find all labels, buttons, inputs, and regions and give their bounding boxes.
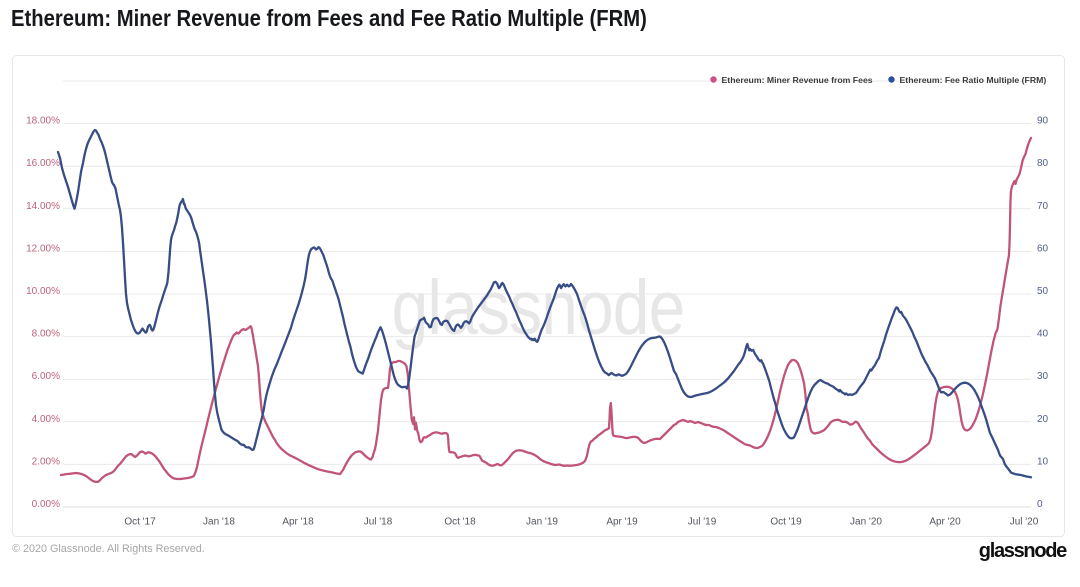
svg-text:Jan '18: Jan '18 [203,517,235,528]
svg-text:Oct '19: Oct '19 [770,517,802,528]
svg-text:2.00%: 2.00% [32,456,60,467]
svg-text:0.00%: 0.00% [32,499,60,510]
svg-text:Apr '20: Apr '20 [929,517,961,528]
svg-text:10: 10 [1037,456,1049,467]
svg-text:60: 60 [1037,243,1049,254]
svg-text:8.00%: 8.00% [32,329,60,340]
svg-text:14.00%: 14.00% [26,201,60,212]
svg-text:12.00%: 12.00% [26,243,60,254]
svg-text:30: 30 [1037,371,1049,382]
svg-text:90: 90 [1037,116,1049,127]
svg-text:16.00%: 16.00% [26,158,60,169]
svg-text:Oct '18: Oct '18 [444,517,476,528]
svg-text:18.00%: 18.00% [26,116,60,127]
svg-text:10.00%: 10.00% [26,286,60,297]
svg-text:70: 70 [1037,201,1049,212]
svg-text:Jan '19: Jan '19 [526,517,558,528]
svg-text:Ethereum: Fee Ratio Multiple (: Ethereum: Fee Ratio Multiple (FRM) [900,75,1047,85]
svg-text:40: 40 [1037,329,1049,340]
svg-text:Apr '19: Apr '19 [606,517,638,528]
svg-text:Jul '19: Jul '19 [688,517,717,528]
svg-text:50: 50 [1037,286,1049,297]
svg-text:6.00%: 6.00% [32,371,60,382]
svg-text:20: 20 [1037,414,1049,425]
svg-text:Jul '18: Jul '18 [364,517,393,528]
svg-text:Jul '20: Jul '20 [1010,517,1039,528]
svg-text:80: 80 [1037,158,1049,169]
svg-text:Oct '17: Oct '17 [124,517,156,528]
svg-text:0: 0 [1037,499,1043,510]
svg-text:Apr '18: Apr '18 [282,517,314,528]
svg-text:Ethereum: Miner Revenue from F: Ethereum: Miner Revenue from Fees [722,75,873,85]
svg-text:4.00%: 4.00% [32,414,60,425]
svg-text:Jan '20: Jan '20 [850,517,882,528]
